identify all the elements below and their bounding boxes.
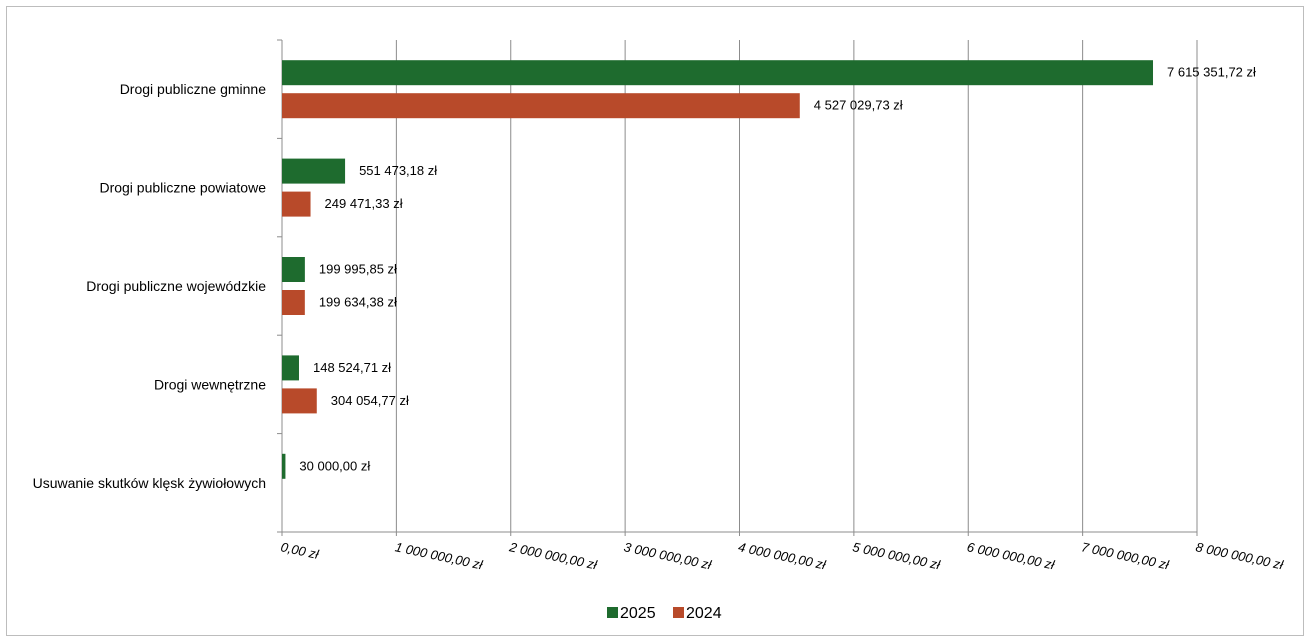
- x-tick-label: 8 000 000,00 zł: [1194, 539, 1285, 572]
- category-label: Drogi publiczne powiatowe: [99, 180, 266, 196]
- legend-label-2024: 2024: [686, 605, 722, 622]
- bar-2024-2: [282, 290, 305, 315]
- x-tick-label: 3 000 000,00 zł: [623, 539, 714, 572]
- data-label: 148 524,71 zł: [313, 360, 391, 375]
- category-label: Usuwanie skutków klęsk żywiołowych: [33, 475, 266, 491]
- data-label: 199 634,38 zł: [319, 295, 397, 310]
- data-label: 30 000,00 zł: [299, 458, 370, 473]
- legend-label-2025: 2025: [620, 605, 656, 622]
- x-tick-label: 7 000 000,00 zł: [1080, 539, 1171, 572]
- bar-2025-1: [282, 158, 346, 184]
- bar-2025-3: [282, 355, 299, 381]
- x-tick-label: 5 000 000,00 zł: [851, 539, 942, 572]
- x-tick-label: 2 000 000,00 zł: [507, 539, 599, 573]
- bar-2025-4: [282, 453, 286, 479]
- bar-2024-0: [282, 93, 800, 119]
- x-tick-labels: 0,00 zł 1 000 000,00 zł 2 000 000,00 zł 3 0…: [279, 539, 1285, 573]
- bar-2025-2: [282, 257, 305, 282]
- gridlines: [277, 39, 1198, 536]
- category-label: Drogi wewnętrzne: [154, 376, 266, 392]
- category-label: Drogi publiczne gminne: [120, 81, 267, 97]
- data-label: 199 995,85 zł: [319, 262, 397, 277]
- bars: [282, 60, 1154, 479]
- x-tick-label: 6 000 000,00 zł: [966, 539, 1057, 572]
- category-label: Drogi publiczne wojewódzkie: [86, 278, 266, 294]
- bar-2024-3: [282, 388, 317, 414]
- value-labels: 7 615 351,72 zł 4 527 029,73 zł 551 473,18…: [299, 65, 1256, 474]
- x-tick-label: 0,00 zł: [279, 539, 321, 562]
- legend-swatch-2025: [607, 607, 618, 618]
- category-labels: Drogi publiczne gminne Drogi publiczne po…: [33, 81, 267, 491]
- data-label: 4 527 029,73 zł: [814, 98, 903, 113]
- data-label: 7 615 351,72 zł: [1167, 65, 1256, 80]
- data-label: 304 054,77 zł: [331, 393, 409, 408]
- x-tick-label: 1 000 000,00 zł: [394, 539, 485, 572]
- x-tick-label: 4 000 000,00 zł: [737, 539, 828, 572]
- legend: 2025 2024: [607, 605, 722, 622]
- bar-2025-0: [282, 60, 1154, 86]
- data-label: 249 471,33 zł: [325, 196, 403, 211]
- legend-swatch-2024: [673, 607, 684, 618]
- bar-2024-1: [282, 191, 311, 217]
- data-label: 551 473,18 zł: [359, 163, 437, 178]
